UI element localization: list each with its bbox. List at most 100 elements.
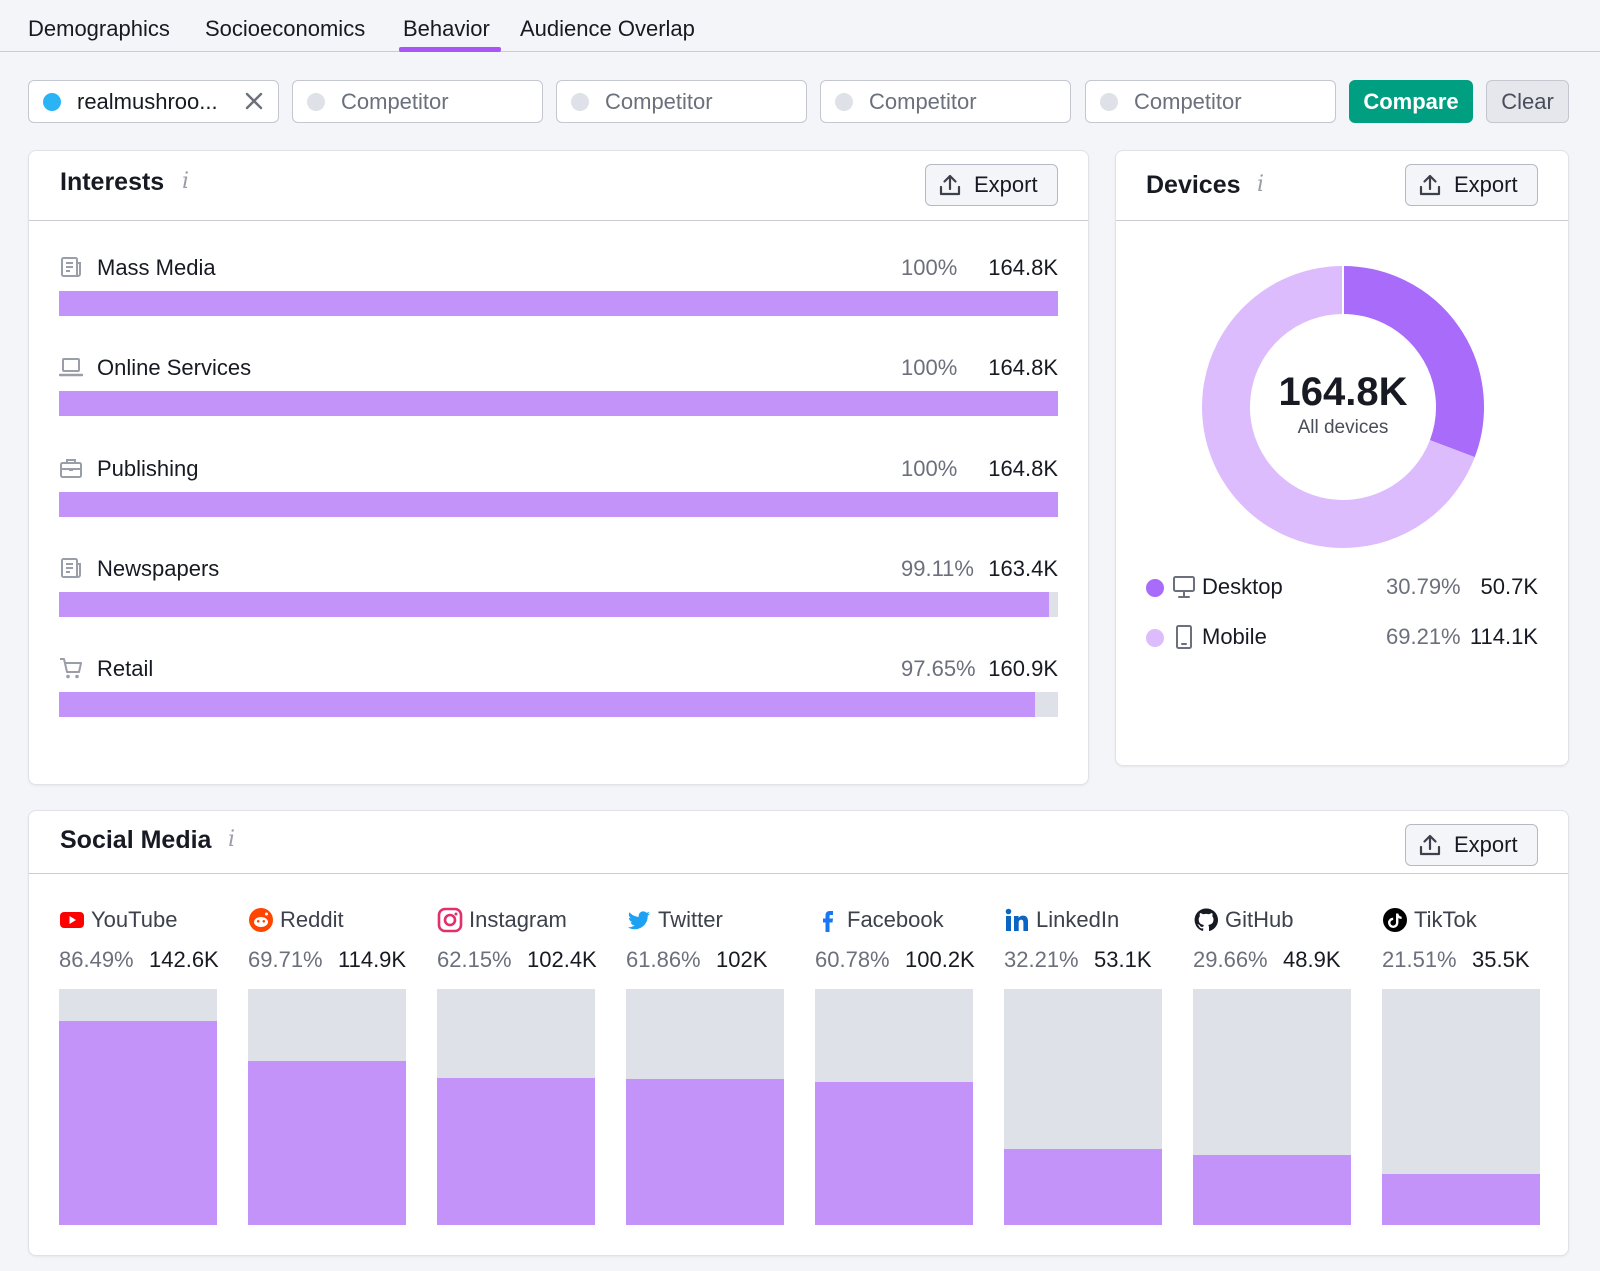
tab-audience-overlap[interactable]: Audience Overlap [520, 16, 695, 41]
youtube-icon [60, 912, 84, 928]
legend-row-desktop: Desktop 30.79% 50.7K [1146, 572, 1538, 602]
social-percent: 61.86% [626, 947, 701, 972]
social-network-name: Instagram [437, 905, 567, 935]
social-bar-track [626, 989, 784, 1225]
interests-card: Interests i Export [28, 150, 1089, 785]
card-header: Interests i Export [29, 151, 1088, 221]
devices-total: 164.8K [1278, 370, 1408, 414]
social-percent: 29.66% [1193, 947, 1268, 972]
info-icon[interactable]: i [228, 827, 236, 852]
social-percent: 86.49% [59, 947, 134, 972]
social-media-title: Social Media [60, 826, 212, 854]
tiktok-icon [1383, 908, 1407, 932]
main-domain-value: realmushroo... [77, 88, 218, 114]
export-label: Export [1454, 172, 1518, 197]
social-network-name: Twitter [626, 905, 723, 935]
competitor-input-2[interactable]: Competitor [556, 80, 807, 123]
social-network-name: TikTok [1382, 905, 1477, 935]
interest-bar-fill [59, 692, 1035, 717]
social-value: 102.4K [527, 947, 597, 972]
interest-bar-track [59, 692, 1058, 717]
social-bar-track [1193, 989, 1351, 1225]
close-icon[interactable] [244, 91, 264, 111]
social-bar-fill [626, 1079, 784, 1225]
briefcase-icon [60, 459, 82, 478]
compare-button[interactable]: Compare [1349, 80, 1473, 123]
social-network-label: Twitter [658, 907, 723, 932]
devices-card: Devices i Export [1115, 150, 1569, 766]
competitor-input-4[interactable]: Competitor [1085, 80, 1336, 123]
interest-bar-fill [59, 291, 1058, 316]
social-bar-fill [248, 1060, 406, 1225]
social-bar-track [1382, 989, 1540, 1225]
social-bar-track [437, 989, 595, 1225]
devices-title: Devices [1146, 171, 1241, 199]
social-network-label: TikTok [1414, 907, 1477, 932]
social-network-label: Reddit [280, 907, 344, 932]
social-network-name: GitHub [1193, 905, 1293, 935]
competitor-placeholder: Competitor [341, 88, 449, 114]
competitor-dot [835, 92, 853, 111]
donut-slice-mobile [1202, 266, 1475, 548]
social-network-label: Instagram [469, 907, 567, 932]
interest-bar-track [59, 492, 1058, 517]
interest-bar-track [59, 391, 1058, 416]
social-bar-track [815, 989, 973, 1225]
interest-bar-track [59, 592, 1058, 617]
upload-icon [1419, 834, 1441, 856]
social-bar-fill [59, 1020, 217, 1225]
competitor-input-1[interactable]: Competitor [292, 80, 543, 123]
social-value: 114.9K [338, 947, 407, 972]
social-bar-fill [1382, 1174, 1540, 1225]
newspaper-icon [61, 558, 81, 578]
social-bar-fill [1193, 1155, 1351, 1225]
interest-bar-track [59, 291, 1058, 316]
interest-percent: 100% [901, 255, 958, 280]
upload-icon [939, 174, 961, 196]
social-network-label: Facebook [847, 907, 944, 932]
interest-label: Publishing [97, 456, 199, 481]
legend-label: Desktop [1202, 574, 1283, 599]
interest-label: Online Services [97, 355, 252, 380]
interest-percent: 99.11% [901, 556, 974, 581]
tab-behavior[interactable]: Behavior [403, 16, 490, 41]
social-network-name: Reddit [248, 905, 344, 935]
export-button[interactable]: Export [925, 164, 1058, 206]
interest-label: Retail [97, 656, 154, 681]
social-bar-fill [815, 1081, 973, 1225]
social-value: 35.5K [1472, 947, 1530, 972]
legend-dot [1146, 629, 1164, 647]
interest-percent: 100% [901, 355, 958, 380]
info-icon[interactable]: i [1257, 172, 1265, 197]
reddit-icon [249, 908, 273, 932]
social-percent: 62.15% [437, 947, 512, 972]
legend-percent: 69.21% [1386, 624, 1461, 649]
legend-percent: 30.79% [1386, 574, 1461, 599]
interests-title: Interests [60, 168, 165, 196]
competitor-dot [1100, 92, 1118, 111]
devices-donut-chart [1202, 265, 1484, 548]
info-icon[interactable]: i [182, 169, 190, 194]
social-value: 102K [716, 947, 768, 972]
legend-dot [1146, 579, 1164, 597]
interest-value: 164.8K [988, 456, 1058, 481]
social-network-name: Facebook [815, 905, 944, 935]
card-header: Social Media i Export [29, 811, 1568, 874]
interest-percent: 100% [901, 456, 958, 481]
tab-socioeconomics[interactable]: Socioeconomics [205, 16, 366, 41]
social-percent: 32.21% [1004, 947, 1079, 972]
card-header: Devices i Export [1116, 151, 1568, 221]
interest-label: Newspapers [97, 556, 220, 581]
interest-bar-fill [59, 391, 1058, 416]
upload-icon [1419, 174, 1441, 196]
tab-bar: Demographics Socioeconomics Behavior Aud… [0, 0, 1600, 52]
export-button[interactable]: Export [1405, 824, 1538, 866]
social-network-name: LinkedIn [1004, 905, 1119, 935]
export-button[interactable]: Export [1405, 164, 1538, 206]
tab-demographics[interactable]: Demographics [28, 16, 170, 41]
main-domain-field[interactable]: realmushroo... [28, 80, 279, 123]
competitor-input-3[interactable]: Competitor [820, 80, 1071, 123]
twitter-icon [628, 911, 650, 930]
clear-button[interactable]: Clear [1486, 80, 1569, 123]
social-value: 53.1K [1094, 947, 1152, 972]
